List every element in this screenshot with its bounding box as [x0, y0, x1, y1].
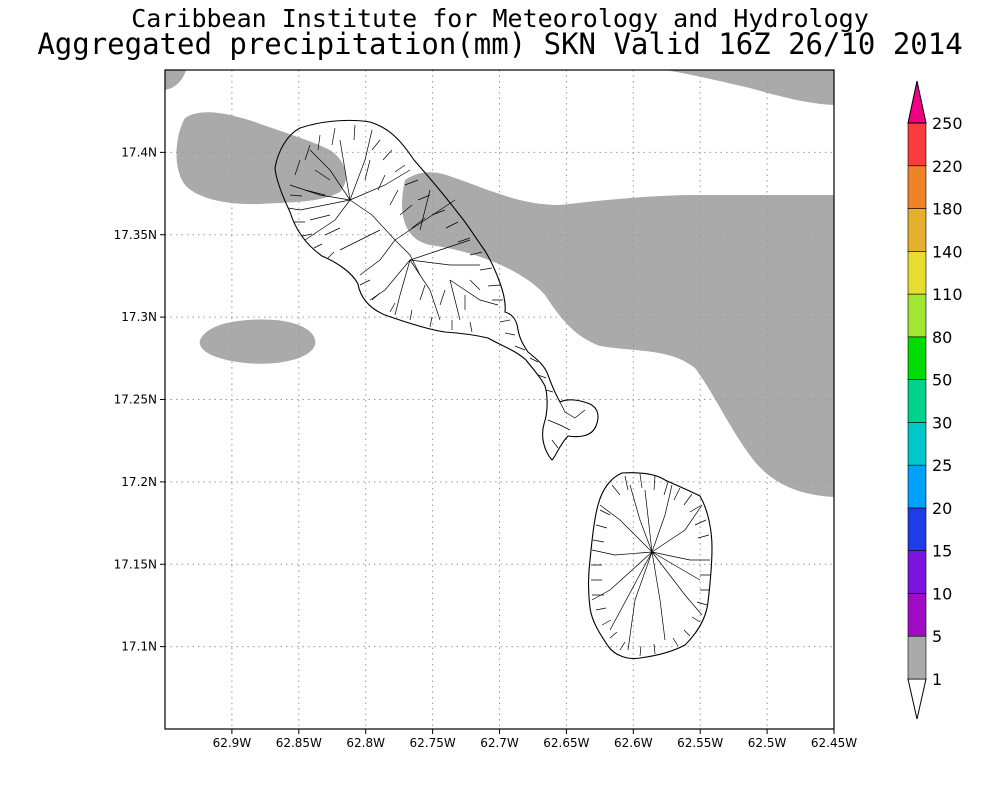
y-tick-label: 17.4N: [121, 145, 157, 159]
x-tick-label: 62.65W: [543, 736, 589, 750]
x-tick-label: 62.9W: [213, 736, 252, 750]
x-tick-label: 62.7W: [480, 736, 519, 750]
colorbar-under-triangle: [907, 678, 927, 720]
colorbar-label: 25: [932, 456, 952, 475]
colorbar-segment: [907, 507, 927, 551]
colorbar-segment: [907, 464, 927, 509]
colorbar-segment: [907, 635, 927, 680]
x-tick-label: 62.6W: [614, 736, 653, 750]
nevis-drainage: [591, 473, 711, 657]
colorbar-segment: [907, 379, 927, 423]
title-line-2: Aggregated precipitation(mm) SKN Valid 1…: [37, 27, 963, 61]
precip-area-southwest: [199, 319, 316, 364]
colorbar-segment: [907, 422, 927, 466]
map-grid: [165, 70, 834, 729]
colorbar-label: 110: [932, 285, 963, 304]
st-kitts-outline: [274, 119, 599, 461]
colorbar-segment: [907, 208, 927, 252]
colorbar-label: 15: [932, 542, 952, 561]
colorbar-label: 140: [932, 242, 963, 261]
x-tick-label: 62.45W: [811, 736, 857, 750]
colorbar-segment: [907, 336, 927, 380]
precip-area-northwest: [176, 112, 347, 205]
colorbar-segment: [907, 165, 927, 209]
colorbar-segment: [907, 593, 927, 637]
y-tick-label: 17.2N: [121, 475, 157, 489]
colorbar-label: 80: [932, 328, 952, 347]
colorbar-segment: [907, 550, 927, 594]
colorbar-label: 250: [932, 114, 963, 133]
precip-area-east: [402, 172, 834, 497]
y-tick-label: 17.15N: [114, 557, 157, 571]
colorbar-label: 30: [932, 413, 952, 432]
precip-area-top-left: [165, 70, 186, 90]
y-tick-label: 17.35N: [114, 228, 157, 242]
y-tick-label: 17.25N: [114, 393, 157, 407]
title-line-1: Caribbean Institute for Meteorology and …: [131, 4, 869, 33]
colorbar-label: 10: [932, 584, 952, 603]
colorbar-label: 20: [932, 499, 952, 518]
precip-area-top-right: [665, 70, 834, 105]
colorbar-segment: [907, 122, 927, 167]
y-tick-label: 17.3N: [121, 310, 157, 324]
nevis-outline: [587, 472, 713, 660]
st-kitts-island: [274, 119, 599, 461]
map-axes: 62.9W 62.85W 62.8W 62.75W 62.7W 62.65W 62.6W 62…: [114, 145, 858, 750]
colorbar-segment: [907, 293, 927, 338]
colorbar-label: 1: [932, 670, 942, 689]
x-tick-label: 62.8W: [346, 736, 385, 750]
precipitation-shading: [165, 70, 834, 497]
colorbar-label: 180: [932, 200, 963, 219]
y-tick-label: 17.1N: [121, 640, 157, 654]
x-tick-label: 62.55W: [677, 736, 723, 750]
nevis-island: [587, 472, 713, 660]
x-tick-label: 62.75W: [409, 736, 455, 750]
x-tick-label: 62.5W: [748, 736, 787, 750]
x-tick-label: 62.85W: [276, 736, 322, 750]
colorbar-over-triangle: [907, 80, 927, 124]
colorbar-label: 5: [932, 627, 942, 646]
colorbar-label: 220: [932, 157, 963, 176]
colorbar-label: 50: [932, 371, 952, 390]
st-kitts-drainage: [287, 124, 586, 449]
colorbar-segment: [907, 251, 927, 295]
